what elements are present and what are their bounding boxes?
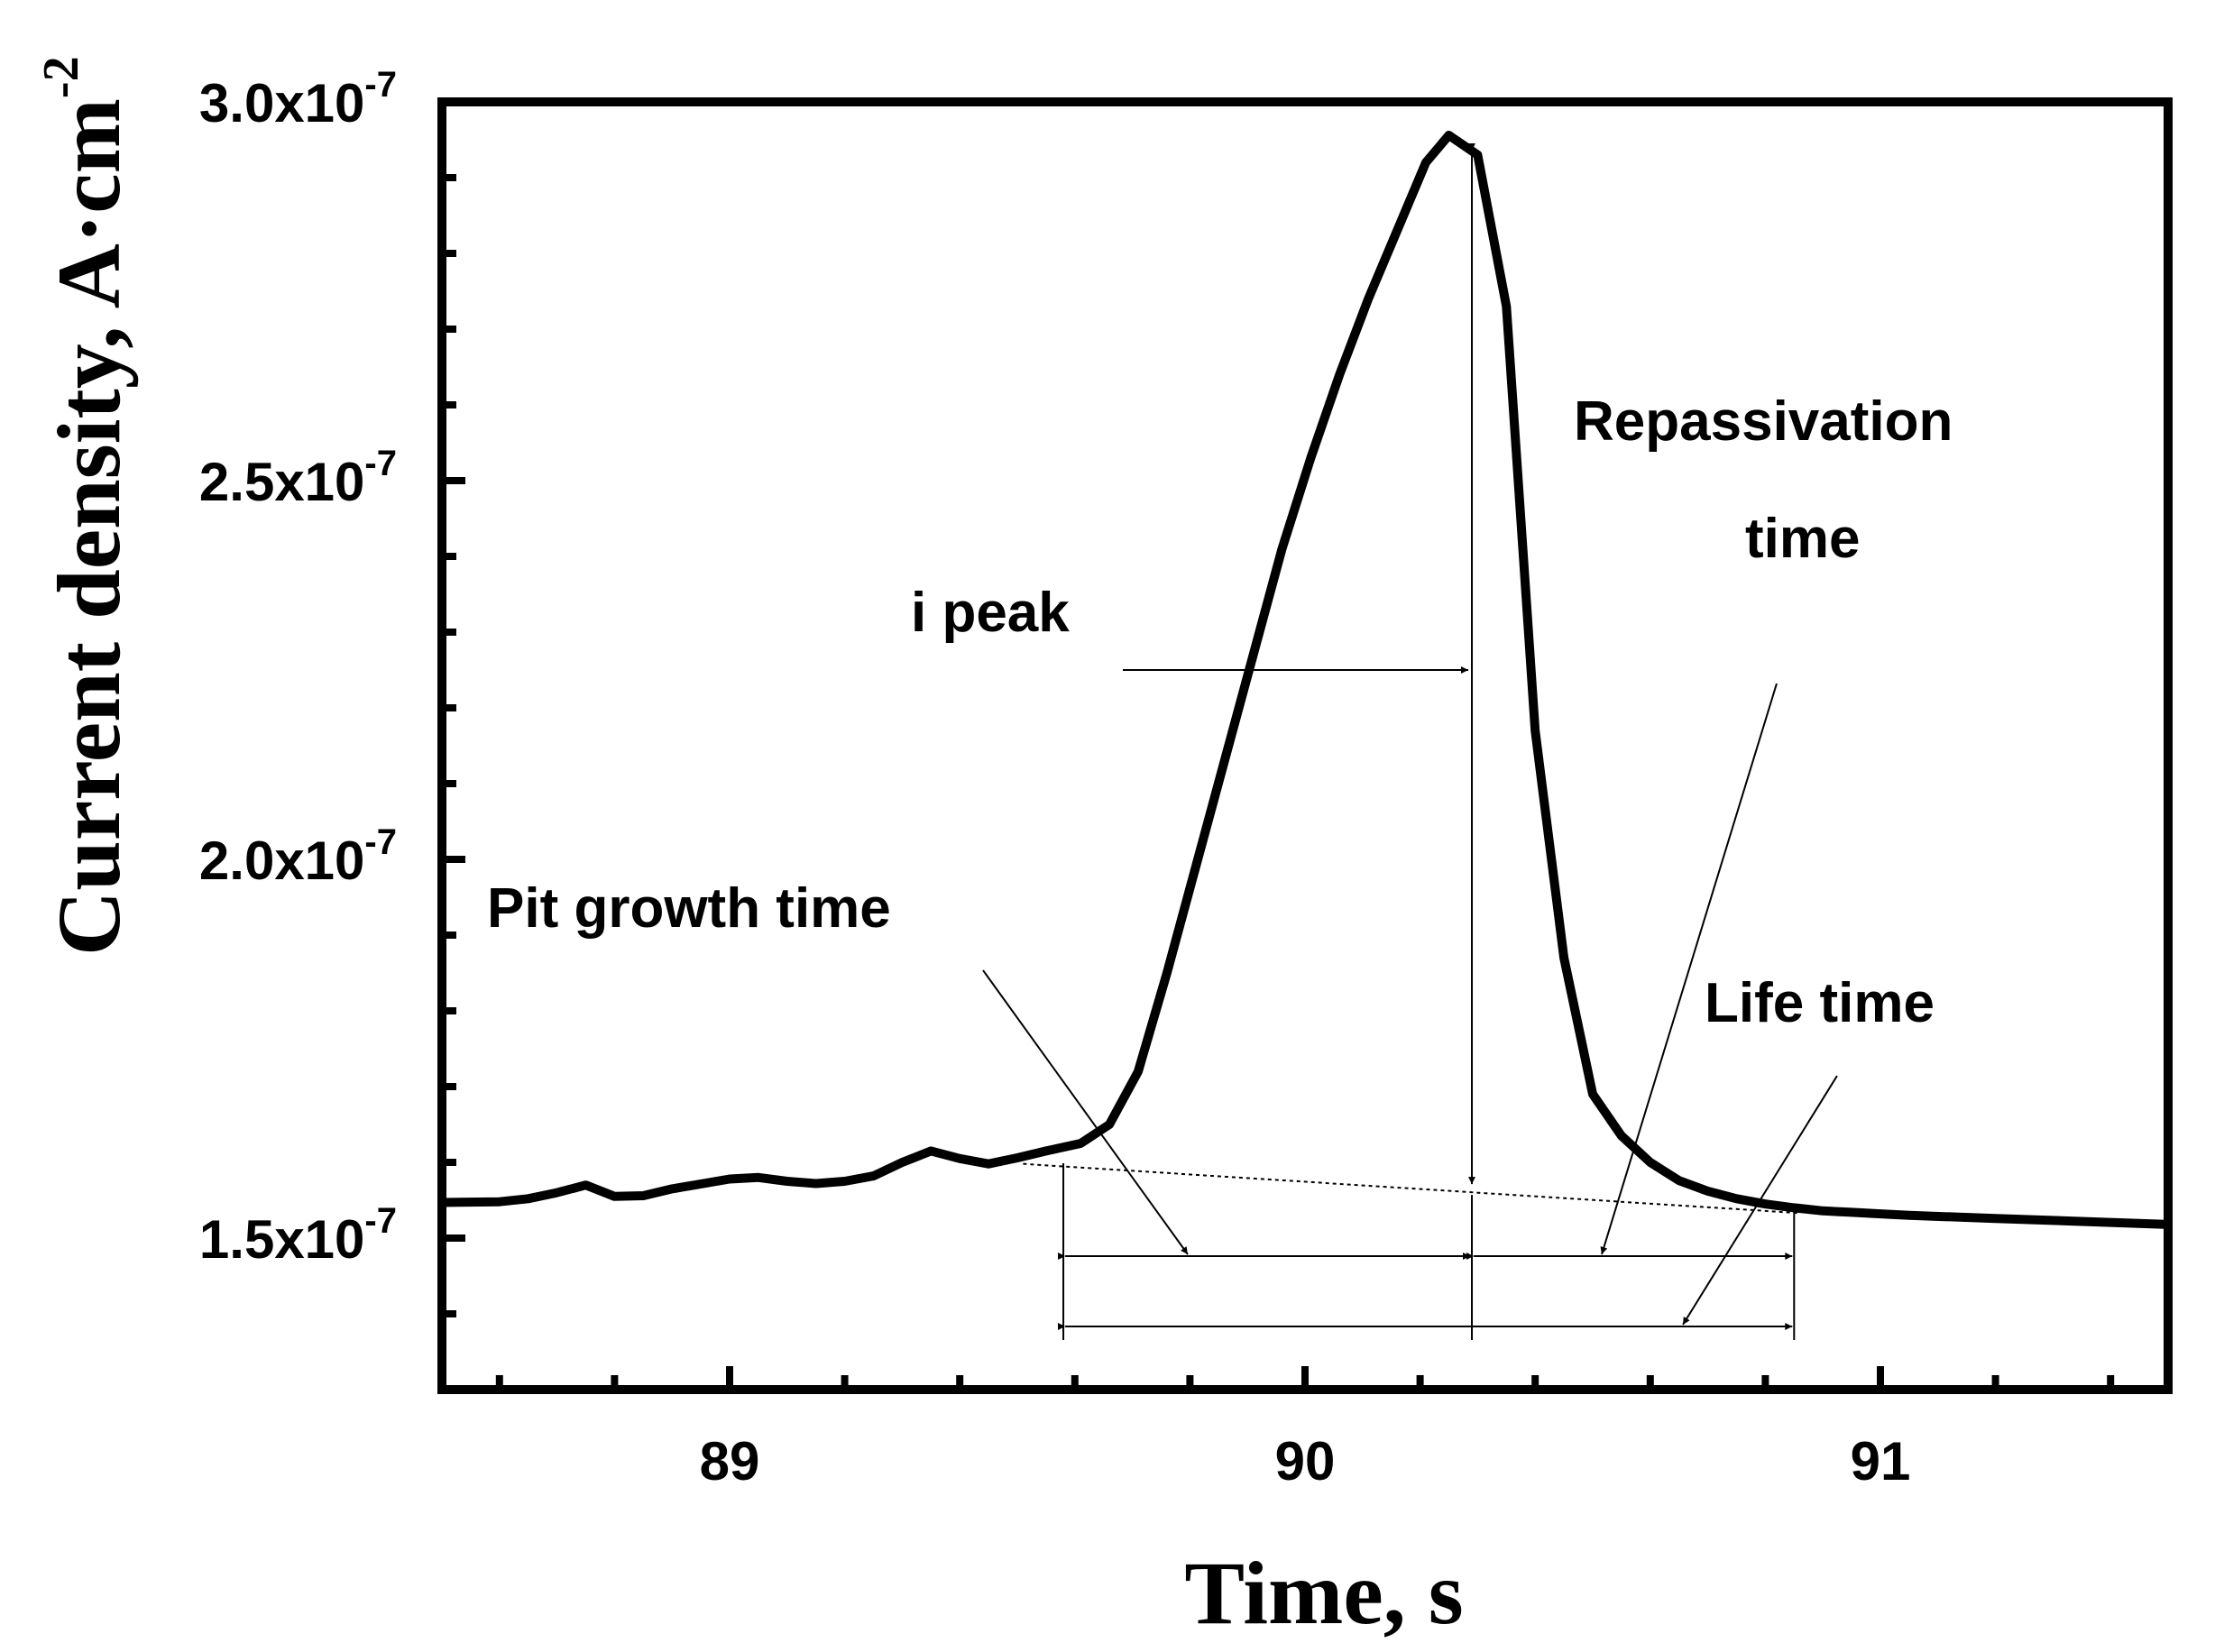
measurement-guides xyxy=(982,143,1838,1340)
y-tick-label: 1.5x10-7 xyxy=(199,1201,397,1270)
y-axis-ticks xyxy=(442,98,465,1317)
annotation-life-time: Life time xyxy=(1705,972,1935,1034)
annotation-repassivation-line1: Repassivation xyxy=(1574,390,1953,453)
x-axis-title: Time, s xyxy=(1184,1543,1463,1643)
life-time-pointer xyxy=(1682,1075,1838,1326)
annotation-i-peak: i peak xyxy=(911,582,1070,644)
annotation-repassivation-line2: time xyxy=(1745,508,1860,570)
x-tick-label: 89 xyxy=(700,1431,760,1491)
y-tick-label: 3.0x10-7 xyxy=(199,65,397,133)
y-axis-title-main: Current density, A·cm xyxy=(39,98,139,956)
y-tick-label: 2.0x10-7 xyxy=(199,822,397,891)
repassivation-pointer xyxy=(1600,683,1778,1255)
axes: 89 90 91 1.5x10-7 2.0x10-7 2.5x10-7 3.0x10-7 xyxy=(199,65,2173,1491)
plot-frame xyxy=(437,97,2173,1394)
y-axis-tick-labels: 1.5x10-7 2.0x10-7 2.5x10-7 3.0x10-7 xyxy=(199,65,397,1270)
x-tick-label: 91 xyxy=(1851,1431,1911,1491)
annotations: i peak Repassivation time Pit growth tim… xyxy=(487,390,1953,1034)
pit-growth-pointer xyxy=(982,969,1189,1255)
y-axis-title-exponent: -2 xyxy=(33,56,89,98)
x-axis-tick-labels: 89 90 91 xyxy=(700,1431,1911,1491)
x-axis-ticks xyxy=(495,1366,2115,1390)
plot-lines xyxy=(437,131,2173,1229)
y-tick-label: 2.5x10-7 xyxy=(199,444,397,512)
y-axis-title: Current density, A·cm-2 xyxy=(33,56,139,956)
current-density-series-line xyxy=(437,131,2173,1229)
x-tick-label: 90 xyxy=(1275,1431,1336,1491)
annotation-pit-growth-time: Pit growth time xyxy=(487,877,891,940)
